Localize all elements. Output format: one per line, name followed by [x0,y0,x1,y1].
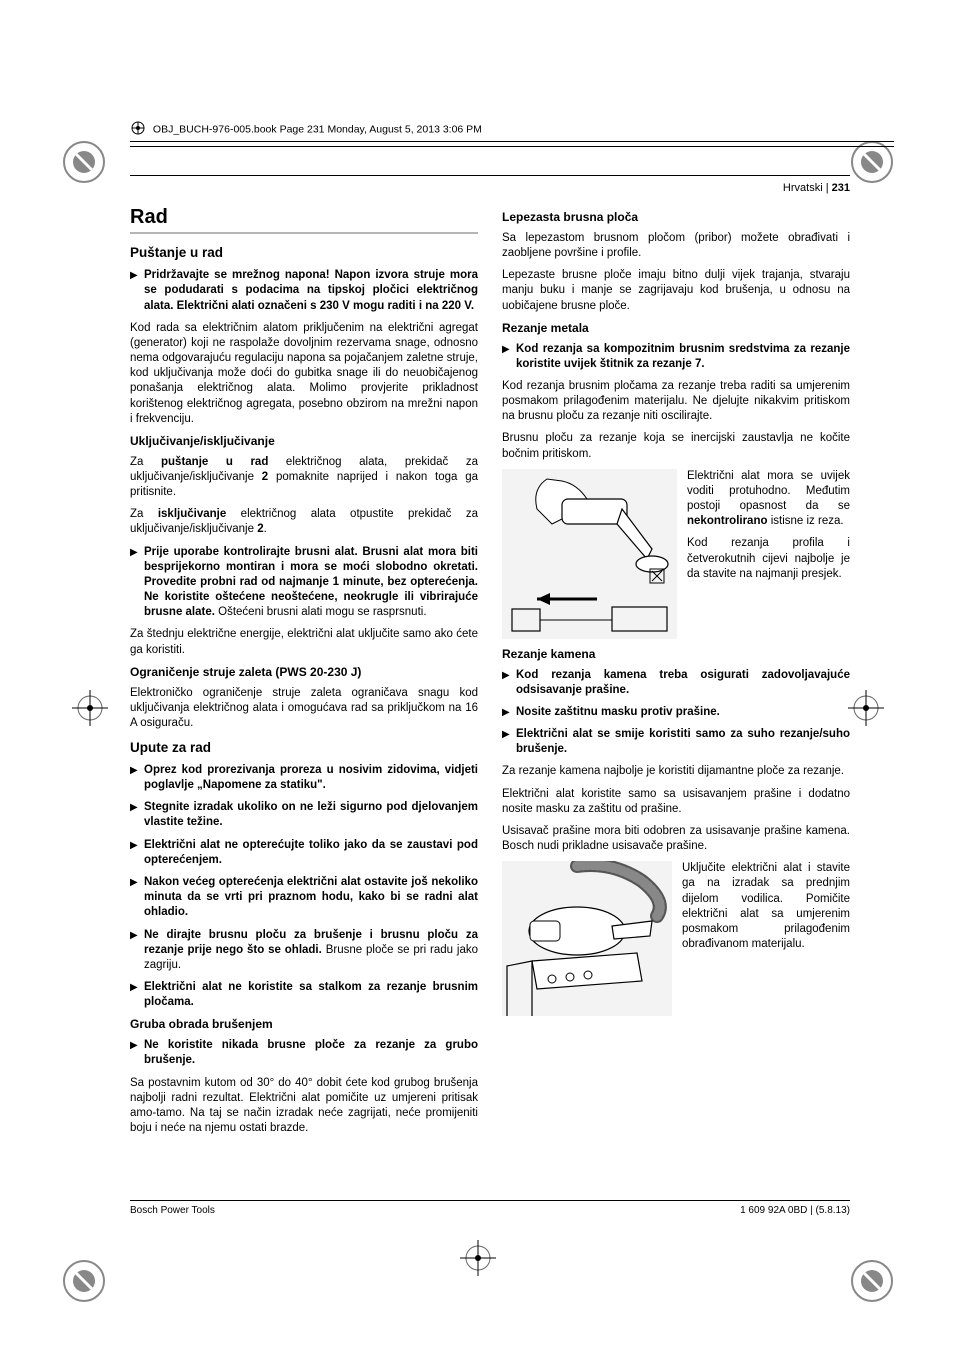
heading-flap-disc: Lepezasta brusna ploča [502,210,850,226]
para-flap-2: Lepezaste brusne ploče imaju bitno dulji… [502,268,850,314]
subsection-working: Upute za rad [130,739,478,757]
corner-screw-tl [60,138,108,186]
figure-2-caption: Uključite električni alat i stavite ga n… [682,861,850,1016]
corner-screw-bl [60,1257,108,1305]
para-metal-2: Brusnu ploču za rezanje koja se inercijs… [502,431,850,461]
page-number: 231 [832,182,850,194]
warning-dust-mask: ▶Nosite zaštitnu masku protiv prašine. [502,705,850,720]
warning-dry-only: ▶Električni alat se smije koristiti samo… [502,727,850,757]
heading-cutting-stone: Rezanje kamena [502,647,850,663]
book-mark-icon [130,120,146,136]
para-diamond: Za rezanje kamena najbolje je koristiti … [502,764,850,779]
warning-check-tool: ▶Prije uporabe kontrolirajte brusni alat… [130,545,478,621]
para-angle: Sa postavnim kutom od 30° do 40° dobit ć… [130,1076,478,1137]
para-current-limit: Elektroničko ograničenje struje zaleta o… [130,686,478,732]
warning-hot-disc: ▶Ne dirajte brusnu ploču za brušenje i b… [130,928,478,974]
heading-rough-grinding: Gruba obrada brušenjem [130,1017,478,1033]
book-header-text: OBJ_BUCH-976-005.book Page 231 Monday, A… [153,123,482,135]
figure-row-1: Električni alat mora se uvijek voditi pr… [502,469,850,639]
book-header: OBJ_BUCH-976-005.book Page 231 Monday, A… [130,120,894,151]
figure-1-caption: Električni alat mora se uvijek voditi pr… [687,469,850,639]
heading-current-limit: Ograničenje struje zaleta (PWS 20-230 J) [130,665,478,681]
figure-row-2: Uključite električni alat i stavite ga n… [502,861,850,1016]
para-energy: Za štednju električne energije, električ… [130,627,478,657]
para-flap-1: Sa lepezastom brusnom pločom (pribor) mo… [502,231,850,261]
para-metal-1: Kod rezanja brusnim pločama za rezanje t… [502,379,850,425]
footer-docid: 1 609 92A 0BD | (5.8.13) [740,1205,850,1216]
page-footer: Bosch Power Tools 1 609 92A 0BD | (5.8.1… [130,1200,850,1216]
para-switch-on: Za puštanje u rad električnog alata, pre… [130,455,478,501]
section-title: Rad [130,204,478,234]
page-content: Hrvatski | 231 Rad Puštanje u rad ▶Pridr… [130,175,850,1143]
para-switch-off: Za isključivanje električnog alata otpus… [130,507,478,537]
left-column: Rad Puštanje u rad ▶Pridržavajte se mrež… [130,204,478,1143]
crop-mark-right [848,690,884,726]
crop-mark-left [72,690,108,726]
page-meta: Hrvatski | 231 [130,182,850,194]
subsection-startup: Puštanje u rad [130,244,478,262]
page-language: Hrvatski [783,182,823,194]
para-bosch-vac: Usisavač prašine mora biti odobren za us… [502,824,850,854]
figure-metal-cutting [502,469,677,639]
crop-mark-bottom [460,1240,496,1276]
para-generator: Kod rada sa električnim alatom priključe… [130,321,478,427]
heading-cutting-metal: Rezanje metala [502,321,850,337]
para-extraction: Električni alat koristite samo sa usisav… [502,787,850,817]
warning-guard-7: ▶Kod rezanja sa kompozitnim brusnim sred… [502,342,850,372]
warning-no-stand: ▶Električni alat ne koristite sa stalkom… [130,980,478,1010]
warning-clamp: ▶Stegnite izradak ukoliko on ne leži sig… [130,800,478,830]
right-column: Lepezasta brusna ploča Sa lepezastom bru… [502,204,850,1143]
figure-stone-cutting [502,861,672,1016]
corner-screw-br [848,1257,896,1305]
warning-walls: ▶Oprez kod prorezivanja proreza u nosivi… [130,763,478,793]
footer-brand: Bosch Power Tools [130,1205,215,1216]
warning-cooldown: ▶Nakon većeg opterećenja električni alat… [130,875,478,921]
warning-overload: ▶Električni alat ne opterećujte toliko j… [130,838,478,868]
warning-dust-extraction: ▶Kod rezanja kamena treba osigurati zado… [502,668,850,698]
heading-onoff: Uključivanje/isključivanje [130,434,478,450]
warning-no-cutting-disc: ▶Ne koristite nikada brusne ploče za rez… [130,1038,478,1068]
warning-voltage: ▶Pridržavajte se mrežnog napona! Napon i… [130,268,478,314]
